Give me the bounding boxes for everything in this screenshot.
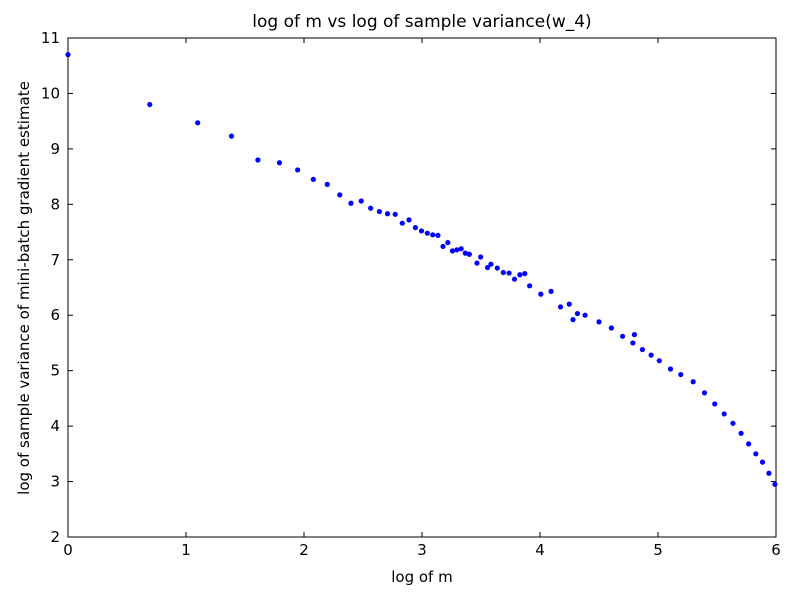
point: [474, 260, 480, 266]
point: [449, 248, 456, 254]
y-tick-label: 10: [41, 84, 60, 102]
point: [753, 451, 759, 457]
point: [574, 310, 581, 317]
point: [466, 251, 472, 257]
point: [759, 459, 766, 465]
point: [392, 211, 398, 217]
point: [648, 352, 654, 358]
point: [494, 265, 500, 271]
point: [678, 371, 684, 378]
point: [384, 211, 391, 217]
point: [484, 264, 491, 271]
point: [596, 319, 602, 325]
point: [310, 176, 316, 182]
point: [295, 167, 301, 173]
point: [517, 272, 523, 278]
chart-title: log of m vs log of sample variance(w_4): [252, 12, 591, 32]
y-tick-label: 9: [50, 140, 60, 158]
point: [65, 52, 71, 58]
point: [522, 271, 528, 277]
point: [721, 411, 727, 417]
point: [608, 325, 614, 331]
point: [440, 243, 446, 250]
point: [368, 205, 374, 211]
point: [424, 230, 430, 236]
y-tick-label: 7: [50, 251, 60, 269]
point: [667, 366, 674, 372]
y-tick-label: 11: [41, 29, 60, 47]
point: [324, 181, 330, 187]
point: [772, 481, 778, 487]
point: [488, 261, 494, 267]
plot-frame: [67, 37, 777, 538]
point: [147, 101, 153, 108]
point: [458, 246, 464, 252]
x-tick-label: 6: [771, 541, 781, 559]
point: [454, 247, 460, 253]
point: [445, 239, 451, 246]
point: [570, 317, 576, 323]
point: [228, 133, 235, 139]
point: [358, 198, 364, 204]
x-axis-label: log of m: [391, 568, 452, 586]
point: [738, 430, 744, 436]
point: [557, 304, 564, 310]
y-tick-label: 8: [50, 195, 60, 213]
point: [548, 288, 554, 294]
point: [566, 301, 572, 307]
point: [712, 401, 718, 407]
point: [430, 232, 436, 238]
y-tick-label: 3: [50, 473, 60, 491]
x-tick-label: 2: [299, 541, 309, 559]
point: [582, 312, 588, 318]
point: [527, 283, 533, 289]
point: [746, 441, 752, 447]
point: [656, 358, 662, 364]
point: [500, 269, 506, 276]
point: [766, 470, 772, 476]
x-tick-label: 3: [417, 541, 427, 559]
point: [631, 332, 638, 338]
point: [620, 333, 626, 339]
point: [639, 346, 646, 353]
y-tick-label: 5: [50, 362, 60, 380]
point: [337, 192, 343, 198]
point: [701, 390, 708, 396]
point: [435, 232, 441, 238]
y-tick-label: 6: [50, 306, 60, 324]
y-tick-label: 2: [50, 528, 60, 546]
point: [538, 291, 544, 297]
point: [255, 157, 261, 163]
x-tick-label: 5: [653, 541, 663, 559]
point: [511, 276, 518, 282]
point: [195, 120, 201, 126]
point: [690, 379, 696, 385]
point: [478, 254, 484, 260]
x-tick-label: 1: [181, 541, 191, 559]
point: [462, 250, 468, 256]
point: [412, 225, 418, 231]
point: [630, 340, 636, 346]
y-axis-label: log of sample variance of mini-batch gra…: [15, 81, 33, 495]
y-tick-label: 4: [50, 417, 60, 435]
point: [399, 220, 405, 226]
point: [418, 228, 425, 234]
point: [276, 160, 283, 166]
point: [730, 420, 736, 426]
point: [348, 200, 354, 206]
point: [406, 217, 412, 223]
point: [376, 208, 383, 215]
x-tick-label: 0: [63, 541, 73, 559]
point: [506, 270, 512, 276]
x-tick-label: 4: [535, 541, 545, 559]
